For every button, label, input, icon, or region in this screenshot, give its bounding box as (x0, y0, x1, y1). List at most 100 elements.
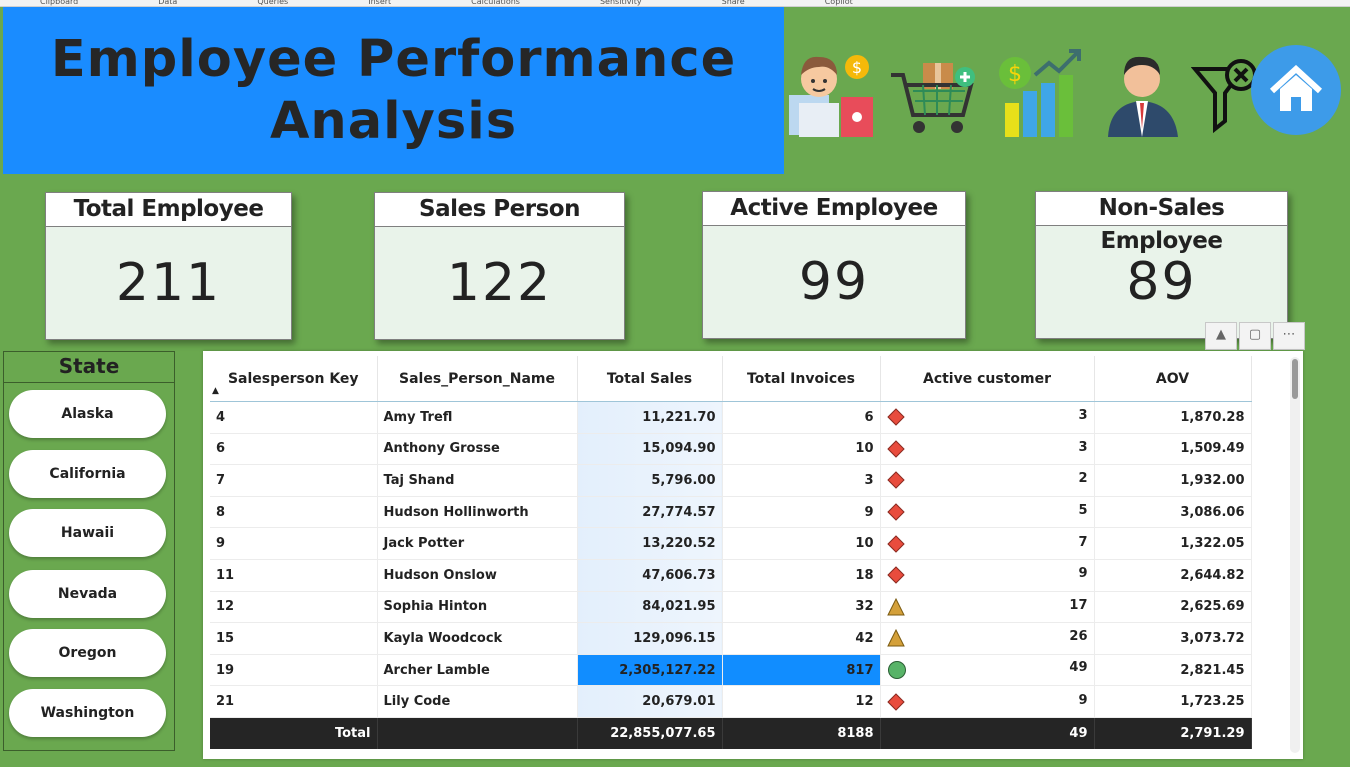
employee-icon[interactable] (1100, 45, 1192, 141)
total-invoices-cell[interactable]: 9 (722, 496, 881, 529)
table-row[interactable]: 8 Hudson Hollinworth 27,774.57 9 5 3,086.06 (210, 496, 1252, 529)
state-button-oregon[interactable]: Oregon (9, 629, 166, 677)
column-header[interactable]: Sales_Person_Name (377, 356, 578, 402)
state-button-alaska[interactable]: Alaska (9, 390, 166, 438)
total-sales-cell[interactable]: 129,096.15 (577, 622, 723, 655)
total-aov: 2,791.29 (1094, 717, 1252, 749)
active-customer-cell[interactable]: 9 (880, 559, 1095, 592)
home-button[interactable] (1251, 45, 1341, 135)
sales-growth-icon[interactable]: $ (993, 45, 1085, 141)
total-sales-cell[interactable]: 47,606.73 (577, 559, 723, 592)
more-options-icon[interactable]: ⋯ (1273, 322, 1305, 350)
aov-cell[interactable]: 1,322.05 (1094, 527, 1252, 560)
total-invoices-cell[interactable]: 10 (722, 527, 881, 560)
column-header[interactable]: Total Invoices (722, 356, 881, 402)
total-sales-cell[interactable]: 13,220.52 (577, 527, 723, 560)
filter-visual-icon[interactable]: ▲ (1205, 322, 1237, 350)
aov-cell[interactable]: 2,625.69 (1094, 591, 1252, 624)
aov-cell[interactable]: 3,073.72 (1094, 622, 1252, 655)
salesperson-name-cell[interactable]: Sophia Hinton (377, 591, 578, 624)
column-header[interactable]: AOV (1094, 356, 1252, 402)
active-customer-cell[interactable]: 49 (880, 654, 1095, 687)
active-customer-cell[interactable]: 2 (880, 464, 1095, 497)
total-sales-cell[interactable]: 15,094.90 (577, 433, 723, 466)
total-invoices-cell[interactable]: 6 (722, 401, 881, 434)
total-invoices-cell[interactable]: 42 (722, 622, 881, 655)
salesperson-key-cell[interactable]: 11 (210, 559, 378, 592)
total-sales-cell[interactable]: 2,305,127.22 (577, 654, 723, 687)
clear-filter-icon[interactable] (1180, 45, 1272, 141)
salesperson-name-cell[interactable]: Amy Trefl (377, 401, 578, 434)
salesperson-name-cell[interactable]: Archer Lamble (377, 654, 578, 687)
total-invoices-cell[interactable]: 10 (722, 433, 881, 466)
state-button-nevada[interactable]: Nevada (9, 570, 166, 618)
total-invoices-cell[interactable]: 12 (722, 685, 881, 718)
aov-cell[interactable]: 1,723.25 (1094, 685, 1252, 718)
aov-cell[interactable]: 3,086.06 (1094, 496, 1252, 529)
sort-ascending-icon[interactable]: ▲ (212, 386, 219, 396)
table-row[interactable]: 19 Archer Lamble 2,305,127.22 817 49 2,821.45 (210, 654, 1252, 687)
state-button-washington[interactable]: Washington (9, 689, 166, 737)
table-row[interactable]: 21 Lily Code 20,679.01 12 9 1,723.25 (210, 685, 1252, 718)
salesperson-key-cell[interactable]: 6 (210, 433, 378, 466)
salesperson-key-cell[interactable]: 8 (210, 496, 378, 529)
salesperson-key-cell[interactable]: 12 (210, 591, 378, 624)
aov-cell[interactable]: 2,644.82 (1094, 559, 1252, 592)
salesperson-name-cell[interactable]: Jack Potter (377, 527, 578, 560)
salesperson-name-cell[interactable]: Hudson Onslow (377, 559, 578, 592)
active-customer-cell[interactable]: 7 (880, 527, 1095, 560)
column-header[interactable]: Salesperson Key (210, 356, 378, 402)
salesperson-name-cell[interactable]: Anthony Grosse (377, 433, 578, 466)
salesperson-key-cell[interactable]: 19 (210, 654, 378, 687)
active-customer-cell[interactable]: 3 (880, 433, 1095, 466)
active-customer-cell[interactable]: 9 (880, 685, 1095, 718)
active-customer-cell[interactable]: 3 (880, 401, 1095, 434)
total-invoices-cell[interactable]: 18 (722, 559, 881, 592)
scrollbar-thumb[interactable] (1292, 359, 1298, 399)
kpi-label: Sales Person (375, 193, 624, 227)
salesperson-name-cell[interactable]: Hudson Hollinworth (377, 496, 578, 529)
column-header[interactable]: Active customer (880, 356, 1095, 402)
svg-text:$: $ (1008, 62, 1022, 87)
focus-mode-icon[interactable]: ▢ (1239, 322, 1271, 350)
salesperson-key-cell[interactable]: 21 (210, 685, 378, 718)
total-sales-cell[interactable]: 84,021.95 (577, 591, 723, 624)
salesperson-key-cell[interactable]: 9 (210, 527, 378, 560)
active-customer-cell[interactable]: 5 (880, 496, 1095, 529)
salesperson-name-cell[interactable]: Taj Shand (377, 464, 578, 497)
total-sales-cell[interactable]: 20,679.01 (577, 685, 723, 718)
salesperson-icon[interactable]: $ (785, 45, 877, 141)
aov-cell[interactable]: 2,821.45 (1094, 654, 1252, 687)
salesperson-key-cell[interactable]: 7 (210, 464, 378, 497)
total-sales-cell[interactable]: 5,796.00 (577, 464, 723, 497)
total-sales-cell[interactable]: 27,774.57 (577, 496, 723, 529)
red-diamond-icon (886, 440, 905, 458)
aov-cell[interactable]: 1,870.28 (1094, 401, 1252, 434)
aov-cell[interactable]: 1,509.49 (1094, 433, 1252, 466)
table-row[interactable]: 12 Sophia Hinton 84,021.95 32 17 2,625.69 (210, 591, 1252, 624)
total-invoices-cell[interactable]: 3 (722, 464, 881, 497)
salesperson-key-cell[interactable]: 4 (210, 401, 378, 434)
total-invoices-cell[interactable]: 817 (722, 654, 881, 687)
aov-cell[interactable]: 1,932.00 (1094, 464, 1252, 497)
table-row[interactable]: 9 Jack Potter 13,220.52 10 7 1,322.05 (210, 527, 1252, 560)
shopping-cart-icon[interactable] (887, 45, 979, 141)
state-button-hawaii[interactable]: Hawaii (9, 509, 166, 557)
ribbon-group-label: Copilot (824, 0, 853, 6)
kpi-label: Active Employee (703, 192, 965, 226)
active-customer-cell[interactable]: 17 (880, 591, 1095, 624)
active-customer-cell[interactable]: 26 (880, 622, 1095, 655)
salesperson-key-cell[interactable]: 15 (210, 622, 378, 655)
table-row[interactable]: 4 Amy Trefl 11,221.70 6 3 1,870.28 (210, 401, 1252, 434)
salesperson-name-cell[interactable]: Lily Code (377, 685, 578, 718)
state-button-california[interactable]: California (9, 450, 166, 498)
table-row[interactable]: 11 Hudson Onslow 47,606.73 18 9 2,644.82 (210, 559, 1252, 592)
table-scrollbar[interactable] (1290, 357, 1300, 753)
table-row[interactable]: 15 Kayla Woodcock 129,096.15 42 26 3,073.72 (210, 622, 1252, 655)
total-invoices-cell[interactable]: 32 (722, 591, 881, 624)
table-row[interactable]: 6 Anthony Grosse 15,094.90 10 3 1,509.49 (210, 433, 1252, 466)
total-sales-cell[interactable]: 11,221.70 (577, 401, 723, 434)
salesperson-name-cell[interactable]: Kayla Woodcock (377, 622, 578, 655)
column-header[interactable]: Total Sales (577, 356, 723, 402)
table-row[interactable]: 7 Taj Shand 5,796.00 3 2 1,932.00 (210, 464, 1252, 497)
